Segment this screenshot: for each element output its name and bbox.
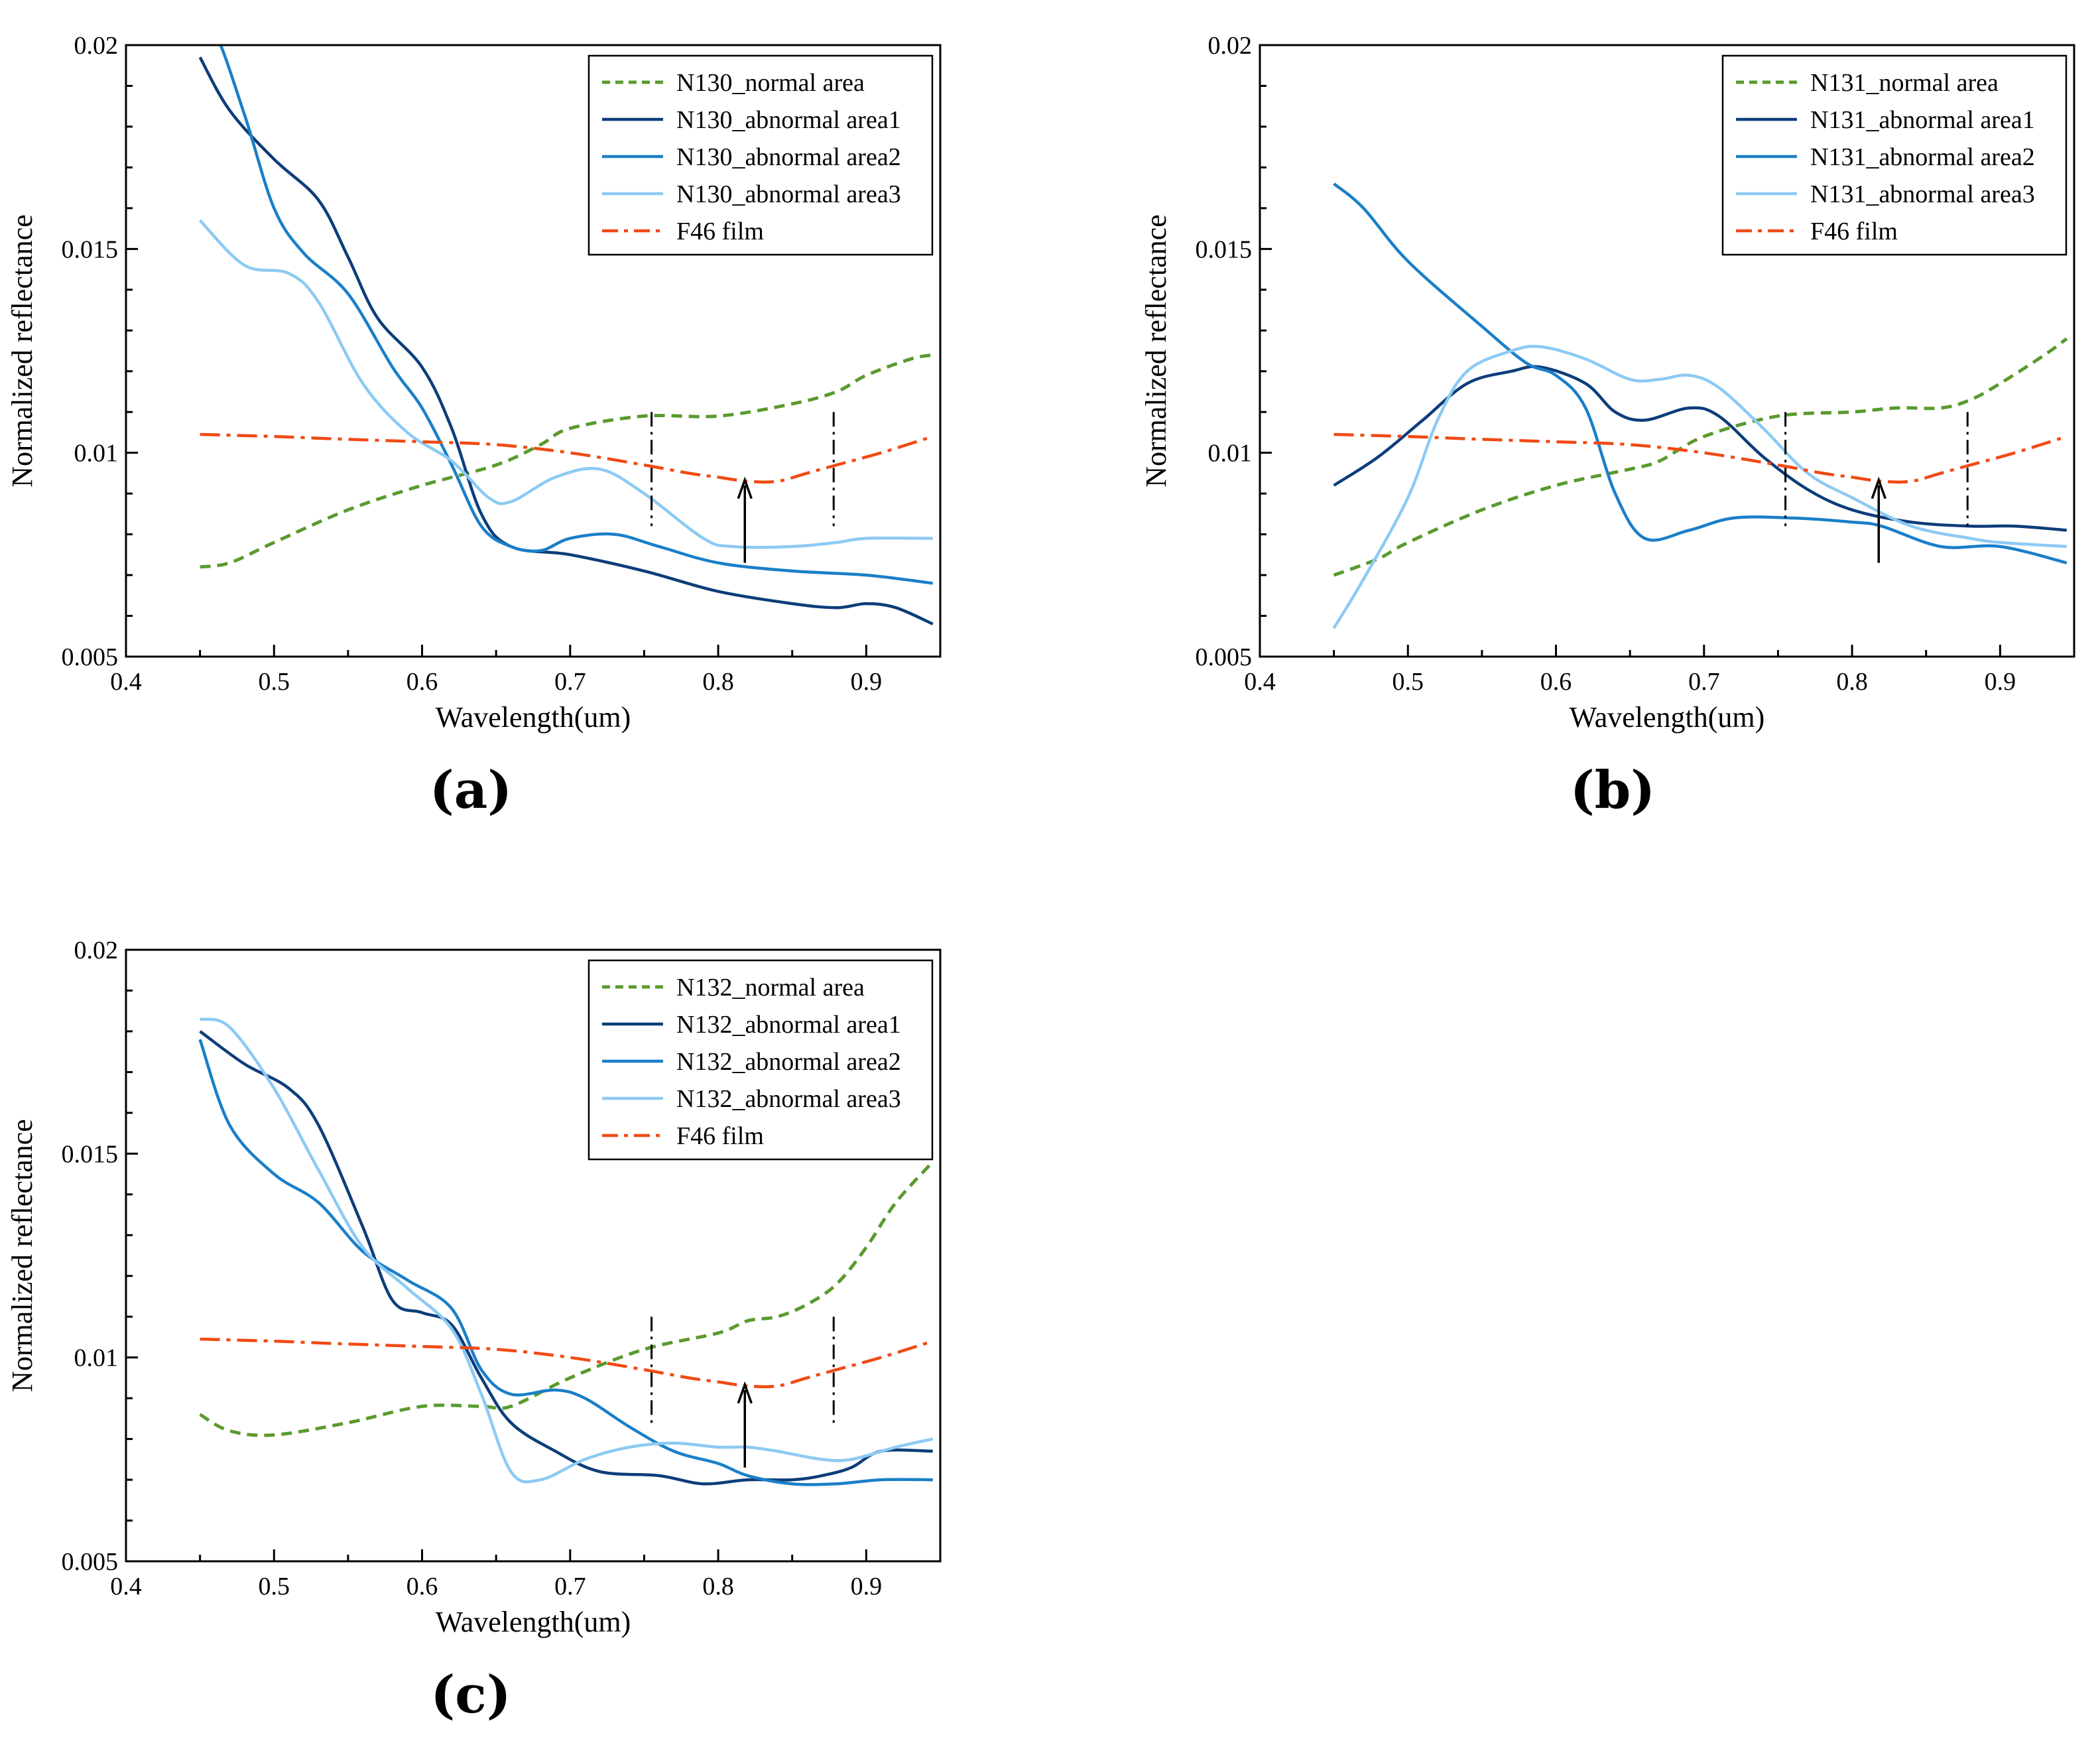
x-tick-label: 0.6 <box>406 668 438 696</box>
series-line-abnormal1 <box>198 56 934 625</box>
series-line-normal <box>199 1160 934 1437</box>
y-tick-label: 0.005 <box>62 1548 119 1576</box>
series-line-abnormal2 <box>1333 182 2068 564</box>
x-tick-label: 0.8 <box>702 1573 734 1600</box>
legend-entry-label: N131_abnormal area3 <box>1810 180 2035 208</box>
y-tick-label: 0.01 <box>74 440 119 468</box>
x-tick-label: 0.6 <box>406 1573 438 1600</box>
series-line-normal <box>200 353 934 569</box>
series-line-film <box>1333 432 2068 484</box>
arrow-head-icon <box>737 1381 753 1404</box>
legend-entry-label: N132_abnormal area1 <box>676 1011 901 1039</box>
arrow-head-icon <box>1871 476 1886 499</box>
plot-frame <box>1259 44 2075 658</box>
y-tick-label: 0.02 <box>74 32 119 60</box>
y-axis-label: Normalized reflectance <box>6 214 38 487</box>
x-tick-label: 0.7 <box>554 668 586 696</box>
x-tick-label: 0.7 <box>1688 668 1720 696</box>
legend-entry-label: N130_abnormal area2 <box>676 143 901 171</box>
legend-entry-label: N132_normal area <box>676 974 865 1002</box>
plot-frame <box>125 44 942 658</box>
legend-entry-label: N131_abnormal area1 <box>1810 106 2035 134</box>
x-tick-label: 0.4 <box>1244 668 1276 696</box>
x-tick-label: 0.8 <box>1836 668 1868 696</box>
x-tick-label: 0.8 <box>702 668 734 696</box>
x-tick-label: 0.5 <box>259 668 290 696</box>
legend: N130_normal area N130_abnormal area1 N130_… <box>587 54 934 256</box>
plot-frame <box>125 948 942 1563</box>
series-line-abnormal2 <box>198 1039 933 1486</box>
y-tick-label: 0.02 <box>74 937 119 964</box>
panel-label: (c) <box>430 1665 511 1725</box>
legend-entry-label: N131_abnormal area2 <box>1810 143 2035 171</box>
series-line-abnormal3 <box>200 1017 934 1484</box>
y-tick-label: 0.015 <box>62 235 119 263</box>
y-axis-label: Normalized reflectance <box>6 1119 38 1392</box>
legend-entry-label: N130_abnormal area3 <box>676 180 901 208</box>
series-group <box>1332 182 2068 629</box>
x-axis-label: Wavelength(um) <box>436 701 631 734</box>
legend-entry-label: N132_abnormal area3 <box>676 1085 901 1113</box>
series-line-film <box>200 1337 934 1389</box>
panel-label: (a) <box>430 760 512 820</box>
legend-entry-label: F46 film <box>1810 218 1898 245</box>
panel-b-chart: 0.4 0.5 0.6 0.7 0.8 0.9 0.005 0.01 0.015 0.02 Wave… <box>1140 32 2075 820</box>
panel-c-chart: 0.4 0.5 0.6 0.7 0.8 0.9 0.005 0.01 0.015 0.02 Wave… <box>6 937 942 1725</box>
y-tick-label: 0.005 <box>1196 643 1253 671</box>
series-line-abnormal1 <box>199 1030 933 1486</box>
y-tick-label: 0.01 <box>1208 440 1253 468</box>
series-line-abnormal3 <box>1332 344 2067 629</box>
x-tick-label: 0.5 <box>1392 668 1424 696</box>
series-line-abnormal3 <box>198 219 933 549</box>
x-axis-label: Wavelength(um) <box>1570 701 1765 734</box>
x-axis-label: Wavelength(um) <box>436 1606 631 1638</box>
panel-label: (b) <box>1570 760 1655 820</box>
y-tick-label: 0.01 <box>74 1344 119 1372</box>
x-tick-label: 0.9 <box>1985 668 2016 696</box>
y-tick-label: 0.015 <box>1196 235 1253 263</box>
series-line-abnormal1 <box>1333 365 2067 532</box>
series-line-film <box>200 432 934 484</box>
legend: N131_normal area N131_abnormal area1 N131_… <box>1721 54 2068 256</box>
legend-entry-label: F46 film <box>676 218 764 245</box>
y-tick-label: 0.02 <box>1208 32 1253 60</box>
series-group <box>198 1017 934 1486</box>
legend-entry-label: F46 film <box>676 1122 764 1150</box>
x-tick-label: 0.4 <box>110 668 142 696</box>
y-axis-label: Normalized reflectance <box>1140 214 1172 487</box>
series-line-abnormal2 <box>200 45 934 585</box>
x-tick-label: 0.6 <box>1540 668 1572 696</box>
x-tick-label: 0.9 <box>851 1573 883 1600</box>
x-tick-label: 0.4 <box>110 1573 142 1600</box>
legend-entry-label: N130_normal area <box>676 69 865 97</box>
series-line-normal <box>1333 337 2068 577</box>
x-tick-label: 0.7 <box>554 1573 586 1600</box>
y-tick-label: 0.005 <box>62 643 119 671</box>
legend-entry-label: N131_normal area <box>1810 69 1999 97</box>
panel-a-chart: 0.4 0.5 0.6 0.7 0.8 0.9 0.005 0.01 0.015 0.02 Wave… <box>6 32 942 820</box>
legend-entry-label: N132_abnormal area2 <box>676 1048 901 1076</box>
x-tick-label: 0.5 <box>259 1573 290 1600</box>
x-tick-label: 0.9 <box>851 668 883 696</box>
y-tick-label: 0.015 <box>62 1140 119 1168</box>
legend: N132_normal area N132_abnormal area1 N132_… <box>587 959 934 1161</box>
arrow-head-icon <box>737 476 753 499</box>
series-group <box>198 45 934 625</box>
legend-entry-label: N130_abnormal area1 <box>676 106 901 134</box>
